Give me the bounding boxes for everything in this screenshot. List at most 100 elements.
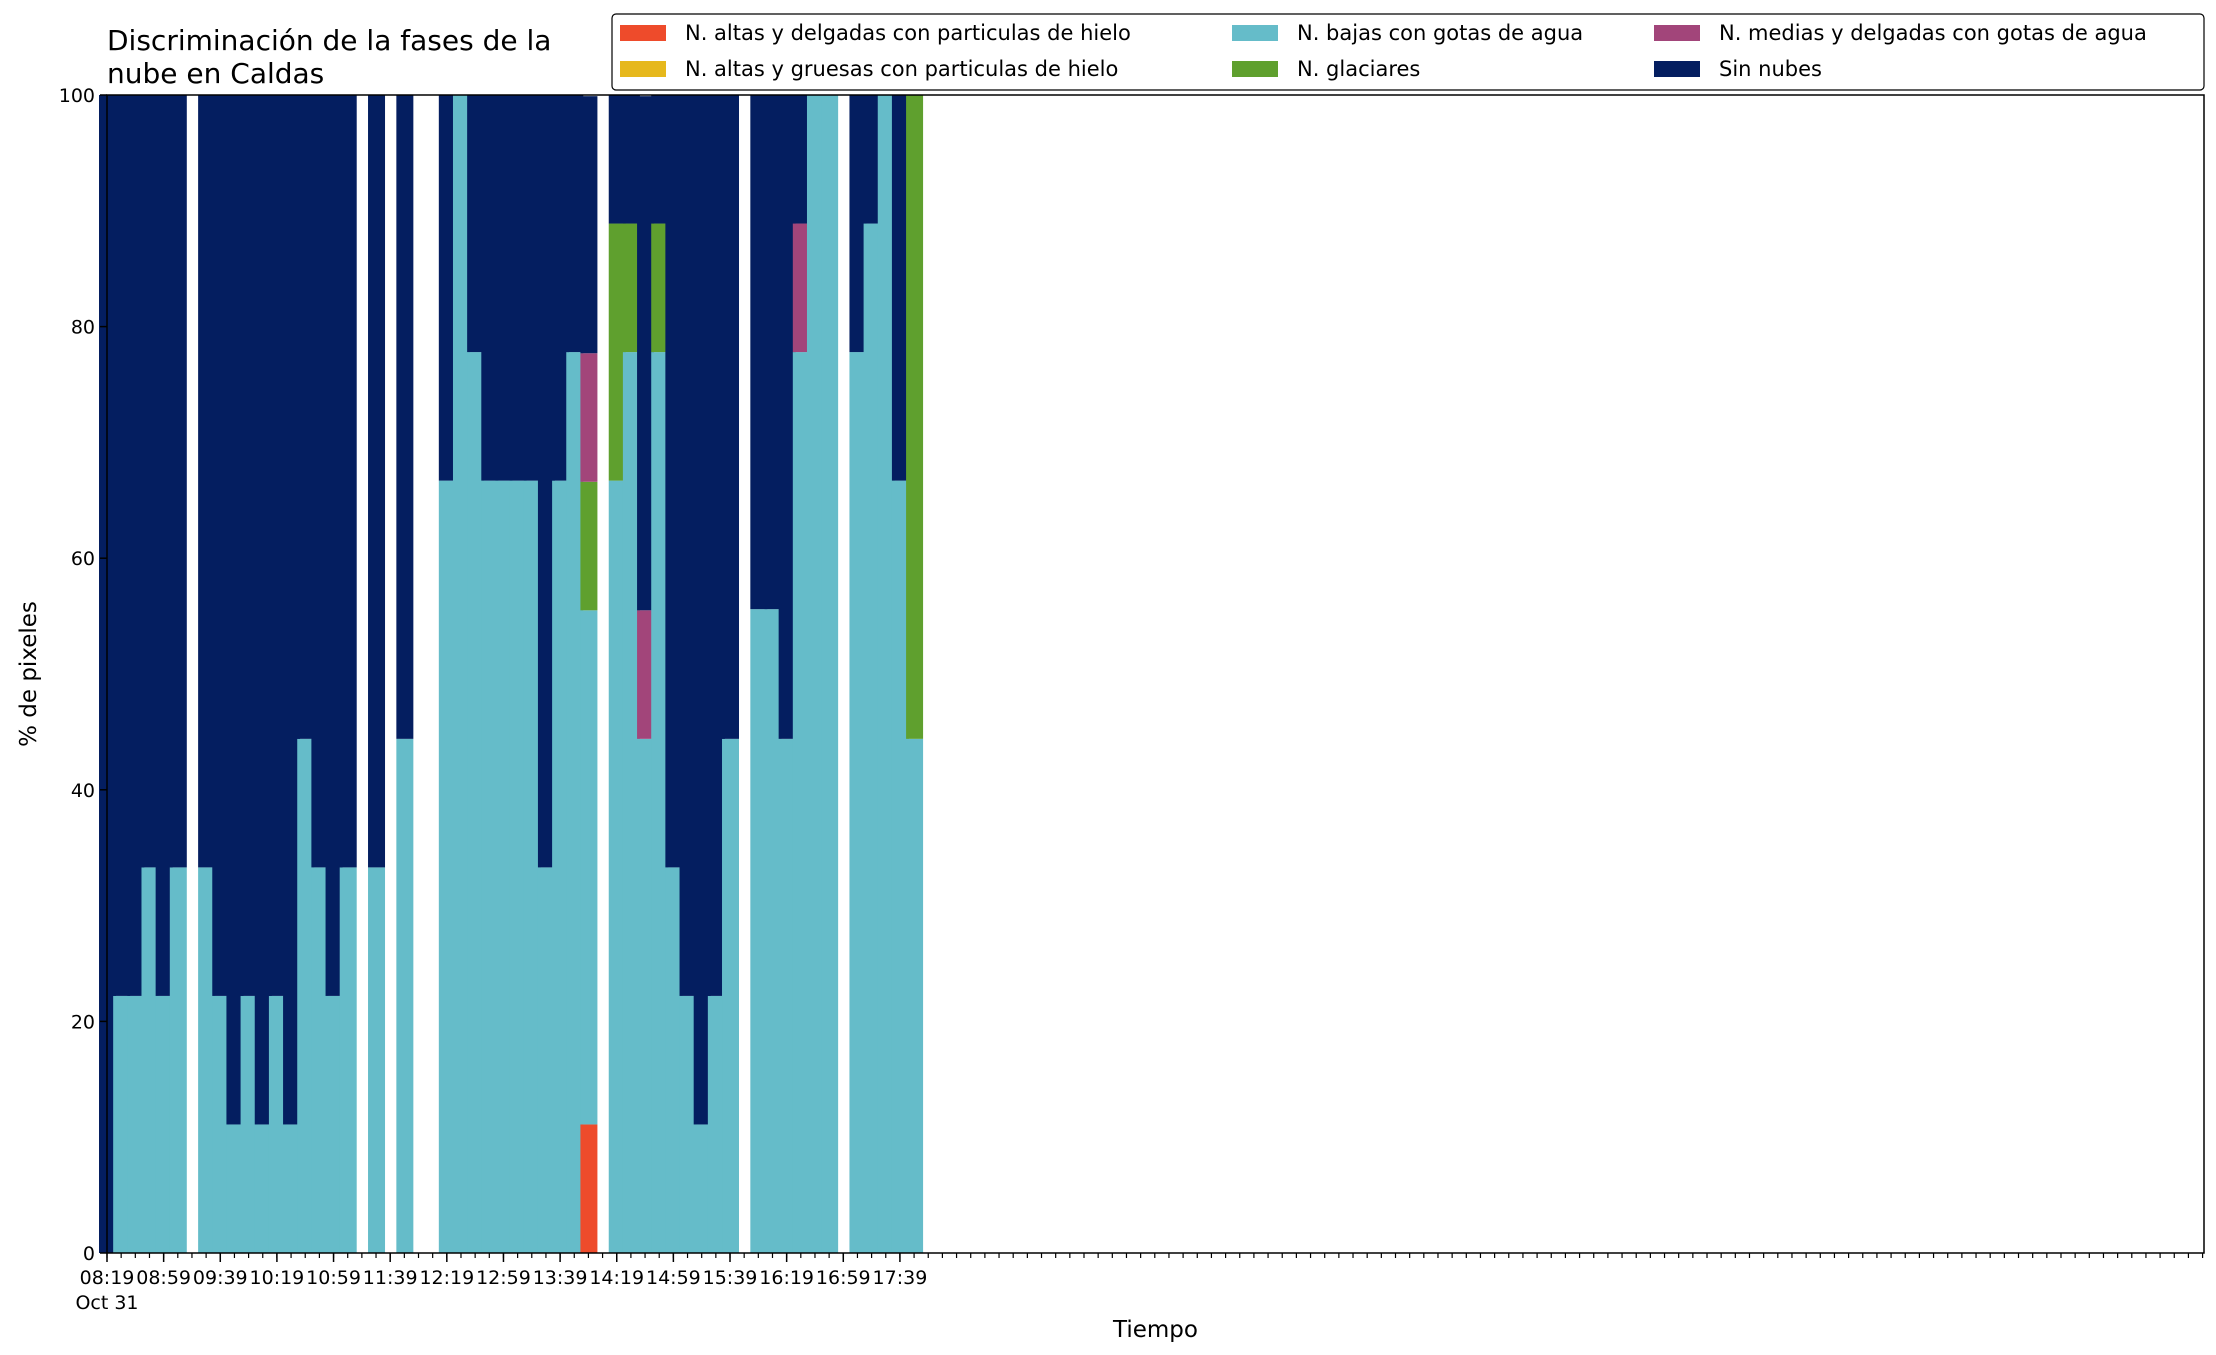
bar-segment <box>764 95 782 610</box>
x-tick-label: 12:59 <box>476 1267 531 1289</box>
bar-segment <box>509 95 527 481</box>
bar-segment <box>368 95 386 868</box>
legend-label: N. altas y delgadas con particulas de hi… <box>685 21 1131 45</box>
bar-segment <box>806 95 824 1253</box>
bar-segment <box>792 95 810 224</box>
bar-segment <box>452 95 470 1253</box>
bar-segment <box>113 995 131 1253</box>
bar-segment <box>608 480 626 1253</box>
bar-segment <box>523 95 541 481</box>
bar-segment <box>707 995 725 1253</box>
bar-segment <box>637 610 655 739</box>
x-tick-label: 12:19 <box>419 1267 474 1289</box>
y-tick-label: 20 <box>71 1011 95 1033</box>
y-tick-label: 80 <box>71 317 95 339</box>
bar-segment <box>268 995 286 1253</box>
chart-title-line: nube en Caldas <box>107 57 324 90</box>
bar-segment <box>722 95 740 739</box>
bar-segment <box>240 995 258 1253</box>
bar-segment <box>495 480 513 1253</box>
bar-segment <box>523 480 541 1253</box>
bar-segment <box>580 481 598 611</box>
y-axis-title: % de pixeles <box>16 601 42 747</box>
bar-segment <box>467 95 485 353</box>
bar-segment <box>396 738 414 1253</box>
bar-segment <box>622 223 640 353</box>
bar-segment <box>651 352 669 1254</box>
bar-segment <box>778 738 796 1253</box>
bar-segment <box>580 610 598 1125</box>
x-tick-label: 09:39 <box>193 1267 248 1289</box>
bar-segment <box>240 95 258 996</box>
bar-segment <box>368 867 386 1253</box>
bar-segment <box>283 95 301 1125</box>
bar-segment <box>679 95 697 996</box>
bar-segment <box>651 95 669 224</box>
bar-segment <box>311 95 329 868</box>
plot-frame <box>106 94 2205 1254</box>
bar-segment <box>608 95 626 224</box>
legend-swatch <box>620 25 666 41</box>
bar-segment <box>127 995 145 1253</box>
x-tick-label: 13:39 <box>533 1267 588 1289</box>
bar-segment <box>693 1124 711 1253</box>
bar-segment <box>226 1124 244 1253</box>
bar-segment <box>637 738 655 1253</box>
bar-segment <box>665 867 683 1253</box>
legend-label: N. bajas con gotas de agua <box>1297 21 1583 45</box>
legend-swatch <box>1654 61 1700 77</box>
x-date-label: Oct 31 <box>75 1292 138 1314</box>
bar-segment <box>509 480 527 1253</box>
bar-segment <box>707 95 725 996</box>
x-tick-label: 11:39 <box>363 1267 418 1289</box>
bar-segment <box>198 95 216 868</box>
bar-segment <box>226 95 244 1125</box>
y-tick-label: 60 <box>71 548 95 570</box>
x-tick-label: 08:19 <box>80 1267 135 1289</box>
bar-segment <box>566 95 584 353</box>
bar-segment <box>580 96 598 354</box>
bar-segment <box>396 95 414 739</box>
bar-segment <box>637 96 655 611</box>
bar-segment <box>891 480 909 1253</box>
bar-segment <box>906 95 924 739</box>
bar-segment <box>778 95 796 739</box>
bar-segment <box>863 223 881 1253</box>
bar-segment <box>467 352 485 1254</box>
bar-segment <box>155 995 173 1253</box>
bar-segment <box>495 95 513 481</box>
bar-segment <box>169 867 187 1253</box>
y-tick-label: 100 <box>59 85 95 107</box>
legend-box <box>611 13 2205 91</box>
bar-segment <box>438 480 456 1253</box>
x-tick-label: 16:19 <box>759 1267 814 1289</box>
bar-segment <box>863 95 881 224</box>
bar-segment <box>792 223 810 353</box>
x-tick-label: 14:59 <box>646 1267 701 1289</box>
legend-label: Sin nubes <box>1719 57 1822 81</box>
bar-segment <box>268 95 286 996</box>
bar-segment <box>821 95 839 1253</box>
legend-swatch <box>1232 25 1278 41</box>
bar-segment <box>750 95 768 610</box>
bar-segment <box>849 352 867 1254</box>
legend-swatch <box>1654 25 1700 41</box>
x-tick-label: 08:59 <box>136 1267 191 1289</box>
bar-segment <box>792 352 810 1254</box>
legend-label: N. medias y delgadas con gotas de agua <box>1719 21 2147 45</box>
legend-swatch <box>620 61 666 77</box>
bar-segment <box>169 95 187 868</box>
bar-segment <box>325 95 343 996</box>
bar-segment <box>764 609 782 1253</box>
bar-segment <box>141 95 159 868</box>
bar-segment <box>311 867 329 1253</box>
bar-segment <box>552 95 570 481</box>
bar-segment <box>297 95 315 739</box>
legend-label: N. glaciares <box>1297 57 1420 81</box>
bar-segment <box>849 95 867 353</box>
bar-segment <box>906 738 924 1253</box>
bar-segment <box>325 995 343 1253</box>
chart-title-line: Discriminación de la fases de la <box>107 24 551 57</box>
bar-segment <box>254 95 272 1125</box>
